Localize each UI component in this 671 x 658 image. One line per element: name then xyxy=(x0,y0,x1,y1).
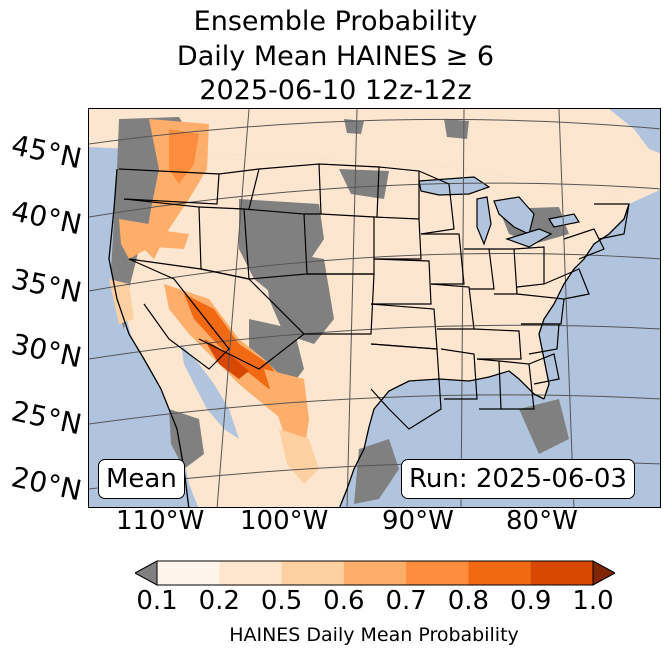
no-data-regions xyxy=(111,117,569,504)
pacific-coast-cut xyxy=(89,169,189,507)
colorbar xyxy=(135,560,615,586)
lat-label-45n: 45°N xyxy=(8,128,85,176)
colorbar-over-arrow xyxy=(592,560,615,586)
coastline xyxy=(108,168,630,507)
title-line-3: 2025-06-10 12z-12z xyxy=(199,75,472,106)
colorbar-tick-label: 0.2 xyxy=(198,586,240,616)
colorbar-under-arrow xyxy=(135,560,158,586)
colorbar-outline xyxy=(156,560,594,586)
canada-land xyxy=(89,109,660,204)
lat-label-40n: 40°N xyxy=(8,194,85,242)
colorbar-label: HAINES Daily Mean Probability xyxy=(229,624,519,646)
colorbar-segment xyxy=(530,561,594,585)
map-canvas xyxy=(89,109,660,507)
colorbar-segment xyxy=(406,561,469,585)
lat-label-25n: 25°N xyxy=(8,394,85,442)
colorbar-tick-label: 0.1 xyxy=(136,586,178,616)
colorbar-segment xyxy=(281,561,345,585)
colorbar-tick-label: 0.6 xyxy=(323,586,365,616)
colorbar-tick-label: 0.8 xyxy=(447,586,490,616)
map-panel xyxy=(88,108,661,508)
colorbar-tick-label: 1.0 xyxy=(572,586,614,616)
lon-label-90w: 90°W xyxy=(382,506,454,536)
mean-label: Mean xyxy=(98,459,185,499)
lon-label-80w: 80°W xyxy=(506,506,578,536)
state-borders xyxy=(118,163,630,430)
lon-label-100w: 100°W xyxy=(240,506,329,536)
title-line-1: Ensemble Probability xyxy=(193,6,478,37)
lat-label-35n: 35°N xyxy=(8,262,85,310)
run-date-label: Run: 2025-06-03 xyxy=(401,459,635,499)
colorbar-tick-label: 0.5 xyxy=(260,586,303,616)
colorbar-segment xyxy=(343,561,407,585)
lon-label-110w: 110°W xyxy=(116,506,205,536)
colorbar-tick-label: 0.7 xyxy=(385,586,427,616)
lat-label-30n: 30°N xyxy=(8,327,85,375)
colorbar-segment xyxy=(157,561,220,585)
great-lakes xyxy=(418,176,580,248)
title-line-2: Daily Mean HAINES ≥ 6 xyxy=(176,41,495,72)
colorbar-segment xyxy=(219,561,283,585)
colorbar-segment xyxy=(468,561,532,585)
colorbar-tick-label: 0.9 xyxy=(510,586,552,616)
lat-label-20n: 20°N xyxy=(8,460,85,508)
